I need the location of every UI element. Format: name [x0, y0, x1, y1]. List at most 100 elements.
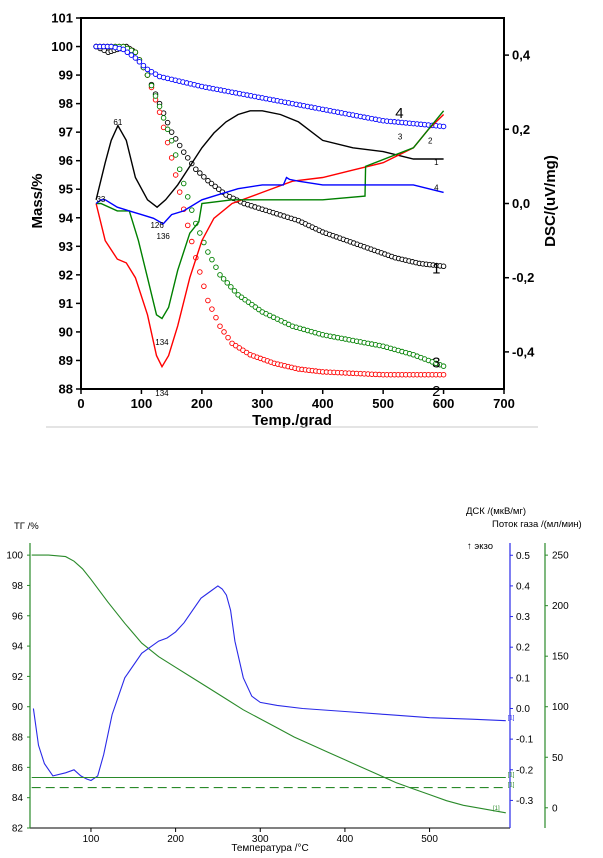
top-tg-marker: [140, 62, 147, 69]
top-tg-marker: [144, 72, 151, 78]
top-y-left-tick-label: 91: [59, 296, 73, 311]
bottom-y-left-tick-label: 82: [12, 824, 24, 835]
top-annotation-2: 2: [432, 383, 440, 400]
top-annotation-2: 2: [428, 137, 433, 146]
bottom-x-tick-label: 400: [337, 834, 354, 845]
top-tg-marker: [217, 323, 223, 329]
top-tg-marker: [148, 82, 155, 89]
top-tg-marker: [176, 142, 183, 149]
top-tg-series-3: [93, 43, 447, 369]
top-tg-marker: [440, 371, 447, 378]
bottom-y-right-2-axis-title: Поток газа /(мл/мин): [492, 519, 582, 530]
top-y-left-tick-label: 94: [59, 210, 74, 225]
top-tg-marker: [148, 68, 155, 75]
top-x-tick-label: 400: [312, 396, 334, 411]
top-tg-marker: [164, 126, 171, 133]
top-tg-marker: [228, 284, 234, 290]
top-x-tick-label: 700: [493, 396, 515, 411]
top-annotation-134: 134: [155, 338, 169, 347]
bottom-y-right-1-tick-label: -0.1: [516, 735, 534, 746]
top-tg-marker: [156, 109, 163, 115]
top-y-left-tick-label: 89: [59, 353, 73, 368]
bottom-y-right-1-tick-label: 0.4: [516, 581, 530, 592]
top-tg-marker: [197, 230, 203, 236]
top-dsc-series-4: [95, 176, 444, 225]
top-dsc-series-2: [95, 114, 445, 369]
top-y-left-axis-title: Mass/%: [29, 173, 46, 228]
top-annotation-126: 126: [150, 221, 164, 230]
bottom-series-end-tag: [1]: [508, 783, 515, 789]
top-annotation-134: 134: [155, 389, 169, 398]
top-x-axis-title: Temp./grad: [252, 412, 332, 429]
top-tg-marker: [221, 329, 227, 335]
top-tg-marker: [212, 183, 218, 190]
top-chart: 0 100 200 300 400 500 600 700 88 89 90 91 92 93 94 95 9…: [29, 11, 559, 430]
bottom-y-right-1-tick-label: 0.1: [516, 673, 530, 684]
top-y-right-tick-label: 0,0: [512, 196, 530, 211]
bottom-x-ticks: 100 200 300 400 500: [83, 828, 438, 845]
bottom-y-right-2-tick-label: 150: [552, 652, 569, 663]
top-annotation-61: 61: [113, 118, 122, 127]
bottom-y-right-2-tick-label: 250: [552, 551, 569, 562]
top-tg-marker: [213, 264, 219, 270]
top-tg-marker: [231, 288, 238, 294]
bottom-y-right-1-tick-label: 0.2: [516, 643, 530, 654]
top-tg-marker: [164, 119, 171, 126]
top-annotation-1: 1: [432, 260, 440, 277]
top-tg-marker: [197, 269, 203, 275]
top-x-tick-label: 0: [77, 396, 84, 411]
top-x-tick-label: 500: [372, 396, 394, 411]
top-tg-marker: [185, 194, 191, 200]
top-tg-marker: [189, 207, 195, 213]
top-series: [93, 43, 447, 378]
bottom-x-tick-label: 300: [252, 834, 269, 845]
top-tg-marker: [189, 238, 195, 245]
bottom-y-right-2-tick-label: 100: [552, 702, 569, 713]
bottom-y-left-tick-label: 88: [12, 733, 24, 744]
bottom-y-right-1-tick-label: 0.3: [516, 612, 530, 623]
top-y-left-ticks: 88 89 90 91 92 93 94 95 96 97 98 99 100 101: [51, 11, 81, 397]
top-tg-marker: [209, 306, 215, 312]
top-dsc-series-3: [96, 110, 445, 320]
top-x-tick-label: 100: [131, 396, 153, 411]
top-tg-marker: [193, 166, 199, 173]
bottom-y-right-2-tick-label: 50: [552, 753, 564, 764]
bottom-y-left-tick-label: 86: [12, 763, 24, 774]
top-tg-series-1: [93, 43, 447, 270]
top-tg-marker: [217, 272, 223, 278]
bottom-y-left-tick-label: 100: [6, 551, 23, 562]
bottom-series-tg: [31, 554, 506, 814]
top-annotation-136: 136: [157, 232, 171, 241]
top-x-tick-label: 200: [191, 396, 213, 411]
bottom-y-right-1-tick-label: -0.3: [516, 796, 534, 807]
bottom-exo-label: ↑ экзо: [467, 541, 493, 552]
top-x-ticks: 0 100 200 300 400 500 600 700: [77, 389, 515, 411]
top-tg-marker: [440, 123, 447, 130]
top-annotations: 61 33 126 136 134 134 4 3 2 1 4 1 3 2: [96, 105, 440, 400]
top-tg-marker: [205, 297, 211, 304]
bottom-y-right-1-tick-label: 0.0: [516, 704, 530, 715]
top-y-left-tick-label: 93: [59, 239, 73, 254]
top-y-left-tick-label: 88: [59, 382, 73, 397]
top-tg-marker: [197, 170, 203, 176]
top-tg-marker: [132, 55, 139, 61]
top-tg-marker: [160, 115, 167, 121]
top-tg-marker: [180, 180, 187, 187]
top-y-right-tick-label: 0,4: [512, 48, 531, 63]
top-tg-marker: [213, 314, 219, 321]
top-tg-marker: [128, 52, 135, 58]
bottom-series-end-tag: [1]: [508, 716, 515, 722]
bottom-x-axis-title: Температура /°C: [231, 843, 308, 854]
bottom-y-right-2-tick-label: 0: [552, 803, 558, 814]
top-y-left-tick-label: 92: [59, 267, 73, 282]
top-tg-marker: [144, 66, 151, 73]
top-tg-marker: [172, 172, 179, 178]
top-tg-marker: [168, 137, 175, 144]
top-tg-marker: [216, 186, 222, 192]
top-tg-marker: [168, 129, 175, 135]
top-y-left-tick-label: 96: [59, 153, 73, 168]
top-annotation-1: 1: [434, 158, 439, 167]
bottom-y-left-tick-label: 92: [12, 672, 24, 683]
bottom-y-left-tick-label: 96: [12, 611, 24, 622]
